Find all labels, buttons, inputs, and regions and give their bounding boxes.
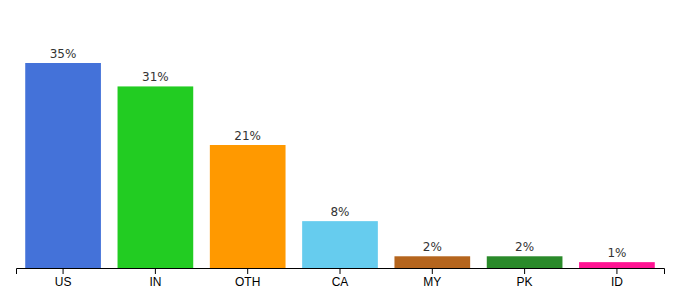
x-tick-label: US [55,275,72,289]
x-tick-mark [432,268,433,274]
data-label: 1% [607,246,626,260]
x-axis-line [17,269,665,275]
x-tick-mark [155,268,156,274]
x-tick-label: CA [332,275,349,289]
x-tick-mark [340,268,341,274]
x-tick-mark [524,268,525,274]
data-label: 35% [50,47,77,61]
x-tick-label: MY [423,275,441,289]
bars [25,63,655,268]
bar [118,86,194,268]
bar [579,262,655,268]
x-tick: OTH [235,268,260,289]
bar [394,256,470,268]
x-tick-label: IN [149,275,161,289]
x-tick: CA [332,268,349,289]
x-axis: US IN OTH CA MY PK ID [17,268,665,289]
plot: 35% 31% 21% 8% 2% 2% 1% US IN OTH CA MY PK ID [17,47,665,289]
data-label: 31% [142,70,169,84]
bar [25,63,101,268]
x-tick-label: OTH [235,275,260,289]
x-tick-mark [616,268,617,274]
bar [487,256,563,268]
x-tick-mark [63,268,64,274]
x-tick: ID [611,268,623,289]
x-tick: IN [149,268,161,289]
bar [210,145,286,268]
x-tick-label: ID [611,275,623,289]
data-labels: 35% 31% 21% 8% 2% 2% 1% [50,47,627,260]
data-label: 2% [515,240,534,254]
x-tick-label: PK [517,275,533,289]
x-tick: PK [517,268,533,289]
x-tick: MY [423,268,441,289]
data-label: 8% [330,205,349,219]
data-label: 21% [234,129,261,143]
x-tick-mark [247,268,248,274]
x-tick: US [55,268,72,289]
bar [302,221,378,268]
chart: 35% 31% 21% 8% 2% 2% 1% US IN OTH CA MY PK ID [0,0,680,300]
data-label: 2% [423,240,442,254]
